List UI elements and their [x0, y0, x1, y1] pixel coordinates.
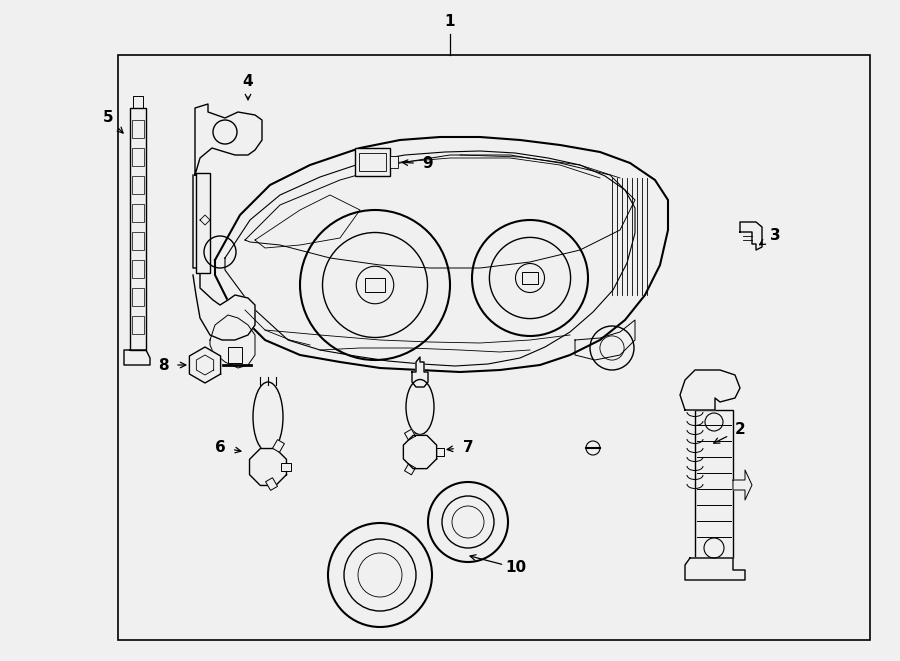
Bar	[359, 153, 386, 171]
Polygon shape	[404, 464, 416, 475]
Text: 1: 1	[445, 15, 455, 30]
Polygon shape	[404, 429, 416, 440]
Circle shape	[344, 539, 416, 611]
Bar	[365, 278, 385, 292]
Polygon shape	[195, 104, 262, 175]
Polygon shape	[225, 151, 635, 366]
Bar	[132, 316, 144, 334]
Circle shape	[586, 441, 600, 455]
Polygon shape	[733, 470, 752, 500]
Circle shape	[428, 482, 508, 562]
Text: 6: 6	[214, 440, 225, 455]
Bar	[390, 156, 398, 168]
Bar	[133, 96, 143, 108]
Polygon shape	[189, 347, 220, 383]
Text: 10: 10	[506, 561, 526, 576]
Bar	[132, 288, 144, 306]
Ellipse shape	[406, 379, 434, 434]
Polygon shape	[680, 370, 740, 410]
Bar	[118, 55, 870, 640]
Polygon shape	[740, 222, 762, 250]
Bar	[132, 148, 144, 166]
Text: 4: 4	[243, 75, 253, 89]
Circle shape	[516, 264, 544, 293]
Bar	[228, 347, 242, 363]
Bar	[695, 410, 733, 558]
Polygon shape	[210, 315, 255, 368]
Circle shape	[442, 496, 494, 548]
Bar	[196, 173, 210, 273]
Text: 9: 9	[423, 157, 433, 171]
Text: 2: 2	[734, 422, 745, 438]
Bar	[132, 232, 144, 250]
Circle shape	[328, 523, 432, 627]
Bar	[132, 204, 144, 222]
Bar	[132, 120, 144, 138]
Polygon shape	[193, 175, 255, 340]
Text: 8: 8	[158, 358, 168, 373]
Bar	[266, 478, 277, 490]
Ellipse shape	[253, 382, 283, 452]
Polygon shape	[124, 350, 150, 365]
Bar	[132, 176, 144, 194]
Polygon shape	[412, 357, 428, 387]
Polygon shape	[245, 155, 635, 268]
Polygon shape	[215, 137, 668, 372]
Text: 7: 7	[463, 440, 473, 455]
Bar	[355, 148, 390, 176]
Bar	[522, 272, 538, 284]
Polygon shape	[436, 448, 444, 456]
Polygon shape	[685, 558, 745, 580]
Polygon shape	[403, 436, 436, 469]
Text: 5: 5	[103, 110, 113, 126]
Bar	[132, 260, 144, 278]
Bar	[273, 440, 284, 452]
Text: 3: 3	[770, 227, 780, 243]
Circle shape	[356, 266, 394, 304]
Bar	[281, 463, 291, 471]
Polygon shape	[249, 449, 286, 485]
Bar	[130, 108, 146, 350]
